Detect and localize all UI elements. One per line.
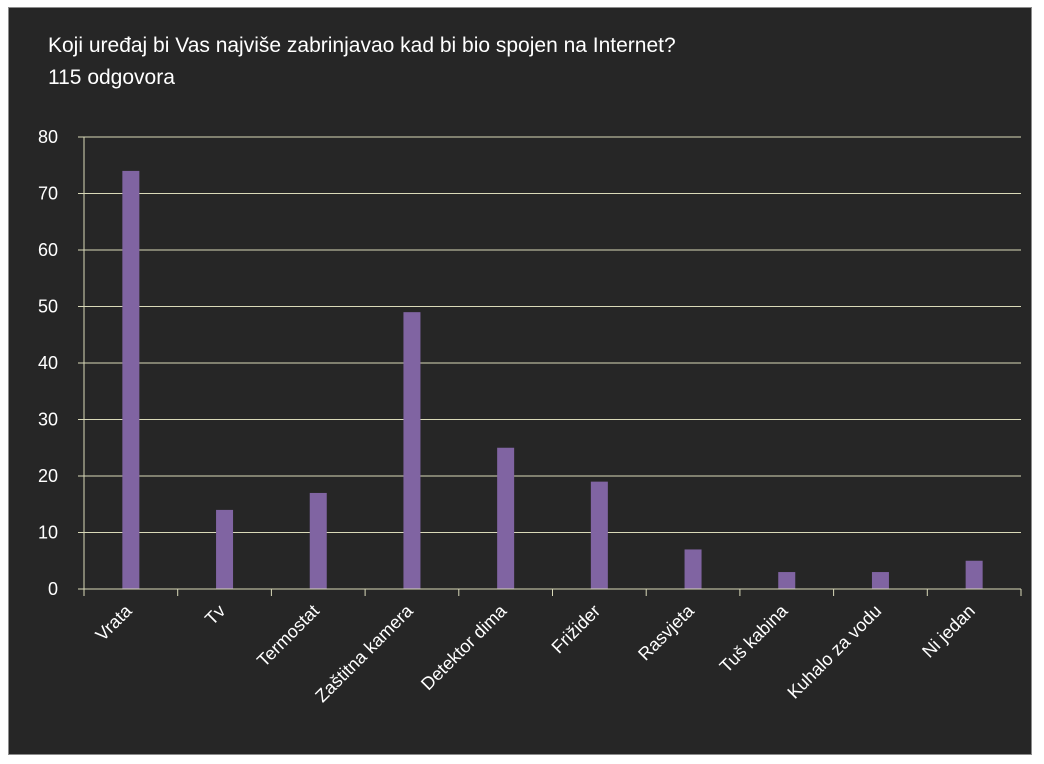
y-tick-label: 70 <box>38 184 58 204</box>
bar-3 <box>403 312 421 589</box>
y-tick-label: 80 <box>38 127 58 147</box>
bars <box>122 170 983 589</box>
y-tick-label: 60 <box>38 240 58 260</box>
bar-9 <box>965 560 983 589</box>
x-tick-label: Frižider <box>548 601 605 658</box>
axes <box>83 137 1022 596</box>
x-tick-label: Kuhalo za vodu <box>783 601 885 703</box>
y-tick-label: 20 <box>38 466 58 486</box>
gridlines <box>78 136 1021 590</box>
y-tick-label: 50 <box>38 297 58 317</box>
x-tick-label: Rasvjeta <box>634 600 698 664</box>
y-tick-labels: 0 10 20 30 40 50 60 70 80 <box>38 127 58 599</box>
y-tick-label: 30 <box>38 410 58 430</box>
chart-title-block: Koji uređaj bi Vas najviše zabrinjavao k… <box>48 30 676 94</box>
x-tick-label: Detektor dima <box>417 600 511 694</box>
y-tick-label: 0 <box>48 579 58 599</box>
x-tick-label: Zaštitna kamera <box>311 600 417 706</box>
bar-0 <box>122 170 140 589</box>
x-tick-label: Vrata <box>92 600 137 645</box>
chart-subtitle: 115 odgovora <box>48 66 175 89</box>
bar-8 <box>871 572 889 589</box>
bar-6 <box>684 549 702 589</box>
x-tick-label: Tuš kabina <box>716 600 793 677</box>
x-tick-label: Termostat <box>253 601 323 671</box>
chart-title: Koji uređaj bi Vas najviše zabrinjavao k… <box>48 34 676 57</box>
y-tick-label: 40 <box>38 353 58 373</box>
chart-frame <box>8 7 1032 755</box>
bar-2 <box>309 492 327 589</box>
y-tick-label: 10 <box>38 523 58 543</box>
x-tick-label: Ni jedan <box>918 601 979 662</box>
bar-5 <box>590 481 608 589</box>
bar-7 <box>778 572 796 589</box>
bar-1 <box>216 509 234 589</box>
x-tick-label: Tv <box>201 601 229 629</box>
bar-4 <box>497 447 515 589</box>
